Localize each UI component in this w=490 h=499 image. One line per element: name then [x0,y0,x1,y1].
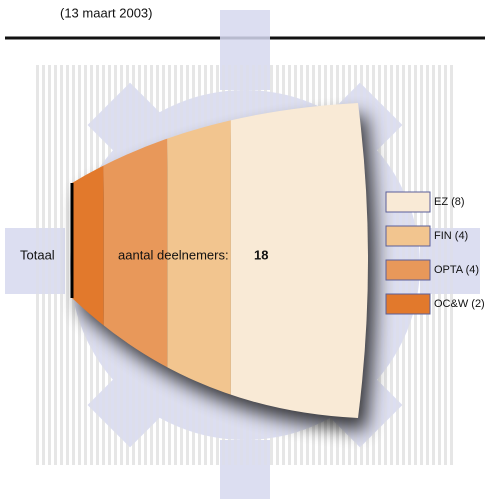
legend-swatch [385,293,431,315]
date: (13 maart 2003) [60,5,153,20]
legend-label: OC&W (2) [434,298,485,310]
funnel-segment [167,103,231,418]
legend-label: OPTA (4) [434,264,479,276]
legend-swatch [385,191,431,213]
total-label: Totaal [20,247,55,262]
total: 18 [254,247,268,262]
count-label: aantal deelnemers: [118,247,229,262]
legend-label: FIN (4) [434,230,468,242]
legend-label: EZ (8) [434,196,465,208]
funnel-segment [230,103,368,418]
legend-swatch [385,259,431,281]
legend-swatch [385,225,431,247]
